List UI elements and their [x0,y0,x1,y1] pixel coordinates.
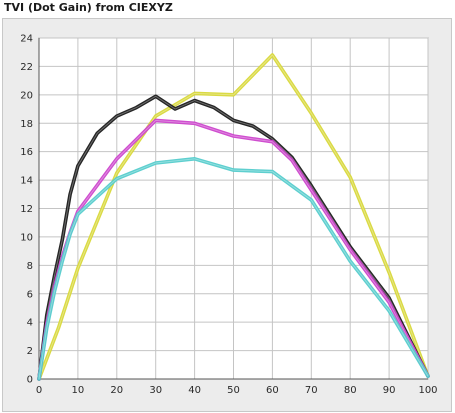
x-tick-label: 50 [227,385,240,396]
y-tick-label: 12 [20,204,33,215]
x-tick-label: 20 [110,385,123,396]
series-line-highlight-3 [38,158,429,380]
series-line-3 [37,157,430,381]
x-tick-label: 0 [36,385,42,396]
y-tick-label: 10 [20,232,33,243]
y-tick-label: 4 [27,318,33,329]
y-tick-label: 20 [20,90,33,101]
chart-title: TVI (Dot Gain) from CIEXYZ [4,1,173,14]
x-tick-label: 100 [418,385,437,396]
axes [38,38,428,380]
x-tick-label: 10 [72,385,85,396]
y-tick-label: 14 [20,176,33,187]
y-tick-label: 22 [20,62,33,73]
series-line-highlight-1 [38,95,429,380]
series-line-0 [37,53,430,381]
y-tick-label: 0 [27,375,33,386]
y-tick-label: 24 [20,34,33,45]
y-tick-label: 16 [20,147,33,158]
grid [38,37,429,380]
x-tick-label: 30 [149,385,162,396]
series-lines [37,53,430,381]
x-tick-label: 80 [344,385,357,396]
series-line-highlight-0 [38,54,429,380]
tick-labels: 0 10 20 30 40 50 60 70 80 90 100024681012141618202… [20,34,437,397]
y-tick-label: 18 [20,119,33,130]
y-tick-label: 2 [27,346,33,357]
x-tick-label: 70 [305,385,318,396]
series-line-1 [37,94,430,381]
y-tick-label: 8 [27,261,33,272]
y-tick-label: 6 [27,289,33,300]
x-tick-label: 60 [266,385,279,396]
x-tick-label: 40 [188,385,201,396]
x-tick-label: 90 [383,385,396,396]
